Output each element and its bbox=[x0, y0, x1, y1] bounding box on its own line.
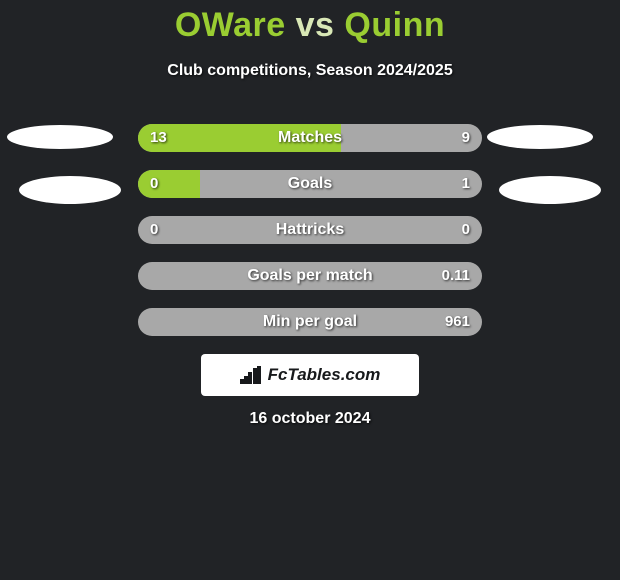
stat-label: Goals per match bbox=[138, 262, 482, 290]
brand-text: FcTables.com bbox=[268, 365, 381, 385]
stat-right-value: 9 bbox=[462, 124, 470, 152]
player-right-name: Quinn bbox=[344, 6, 445, 44]
page-title: OWare vs Quinn bbox=[0, 6, 620, 45]
stat-row: Goals per match0.11 bbox=[138, 262, 482, 290]
stat-row: Min per goal961 bbox=[138, 308, 482, 336]
stat-right-value: 1 bbox=[462, 170, 470, 198]
stat-right-value: 0 bbox=[462, 216, 470, 244]
stat-row: Hattricks0 0 bbox=[138, 216, 482, 244]
ellipse-right-1 bbox=[487, 125, 593, 149]
bar-chart-icon bbox=[240, 366, 262, 384]
stat-rows: Matches139Goals01Hattricks00Goals per ma… bbox=[138, 124, 482, 354]
title-vs: vs bbox=[296, 6, 335, 44]
date-line: 16 october 2024 bbox=[0, 410, 620, 428]
ellipse-left-1 bbox=[7, 125, 113, 149]
stat-row: Matches13 9 bbox=[138, 124, 482, 152]
stat-right-value: 961 bbox=[445, 308, 470, 336]
player-left-name: OWare bbox=[175, 6, 286, 44]
stat-label: Hattricks bbox=[138, 216, 482, 244]
comparison-infographic: OWare vs Quinn Club competitions, Season… bbox=[0, 0, 620, 580]
stat-label: Goals bbox=[138, 170, 482, 198]
stat-left-value: 0 bbox=[150, 216, 158, 244]
brand-box: FcTables.com bbox=[201, 354, 419, 396]
ellipse-right-2 bbox=[499, 176, 601, 204]
subtitle: Club competitions, Season 2024/2025 bbox=[0, 62, 620, 80]
stat-left-value: 13 bbox=[150, 124, 167, 152]
stat-right-value: 0.11 bbox=[442, 262, 470, 290]
stat-row: Goals0 1 bbox=[138, 170, 482, 198]
stat-left-value: 0 bbox=[150, 170, 158, 198]
ellipse-left-2 bbox=[19, 176, 121, 204]
stat-label: Matches bbox=[138, 124, 482, 152]
stat-label: Min per goal bbox=[138, 308, 482, 336]
